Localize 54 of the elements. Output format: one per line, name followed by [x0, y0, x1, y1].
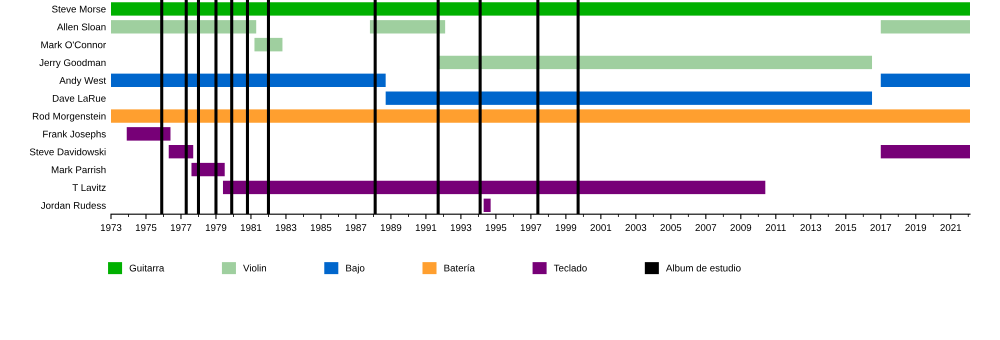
x-tick-label: 2005	[660, 224, 682, 232]
x-tick-label: 1979	[206, 224, 226, 232]
legend-label: Guitarra	[130, 264, 164, 272]
x-tick-label: 2011	[766, 224, 786, 232]
y-tick-label: Steve Morse	[52, 6, 106, 13]
x-tick-label: 1991	[416, 224, 436, 232]
bar	[484, 198, 491, 212]
x-tick-label: 2007	[696, 224, 716, 232]
legend-label: Album de estudio	[666, 264, 741, 272]
y-tick-label: Steve Davidowski	[30, 148, 106, 156]
x-tick-label: 1995	[486, 224, 506, 232]
bar	[370, 20, 446, 34]
x-tick-label: 2019	[905, 224, 926, 232]
legend-label: Bajo	[346, 264, 364, 274]
x-tick-label: 2021	[940, 224, 962, 232]
y-tick-label: T Lavitz	[72, 184, 106, 192]
x-tick-label: 2015	[835, 224, 856, 232]
bar	[222, 180, 766, 194]
y-tick-label: Andy West	[59, 76, 106, 86]
x-tick-label: 1993	[450, 224, 472, 232]
x-tick-label: 1999	[556, 224, 576, 232]
y-tick-label: Jordan Rudess	[40, 202, 106, 209]
x-tick-label: 1983	[276, 224, 296, 232]
x-tick-label: 2017	[870, 224, 892, 232]
y-tick-label: Mark Parrish	[52, 166, 106, 174]
legend-label: Batería	[444, 264, 475, 272]
x-tick-label: 2003	[626, 224, 646, 232]
x-tick-label: 2013	[800, 224, 822, 232]
bar	[880, 20, 970, 34]
x-tick-label: 1973	[100, 224, 122, 232]
x-tick-label: 2009	[730, 224, 752, 232]
bar	[880, 145, 970, 158]
x-tick-label: 1987	[346, 224, 366, 232]
x-tick-label: 1989	[380, 224, 402, 232]
y-tick-label: Dave LaRue	[52, 95, 106, 102]
bar	[111, 2, 970, 16]
x-tick-label: 1985	[310, 224, 332, 232]
bar	[111, 109, 970, 123]
x-tick-label: 1975	[136, 224, 156, 232]
bar	[386, 91, 872, 105]
y-tick-label: Frank Josephs	[43, 130, 106, 140]
y-tick-label: Mark O'Connor	[41, 41, 106, 48]
x-tick-label: 1977	[170, 224, 192, 232]
legend-label: Violin	[243, 264, 266, 272]
bar	[880, 74, 970, 88]
bar	[438, 56, 872, 70]
bar	[111, 74, 386, 88]
legend-label: Teclado	[554, 264, 587, 272]
x-tick-label: 2001	[590, 224, 612, 232]
y-tick-label: Jerry Goodman	[39, 58, 106, 68]
x-tick-label: 1981	[240, 224, 262, 232]
y-tick-label: Rod Morgenstein	[32, 112, 106, 122]
y-tick-label: Allen Sloan	[56, 23, 106, 30]
x-tick-label: 1997	[520, 224, 542, 232]
